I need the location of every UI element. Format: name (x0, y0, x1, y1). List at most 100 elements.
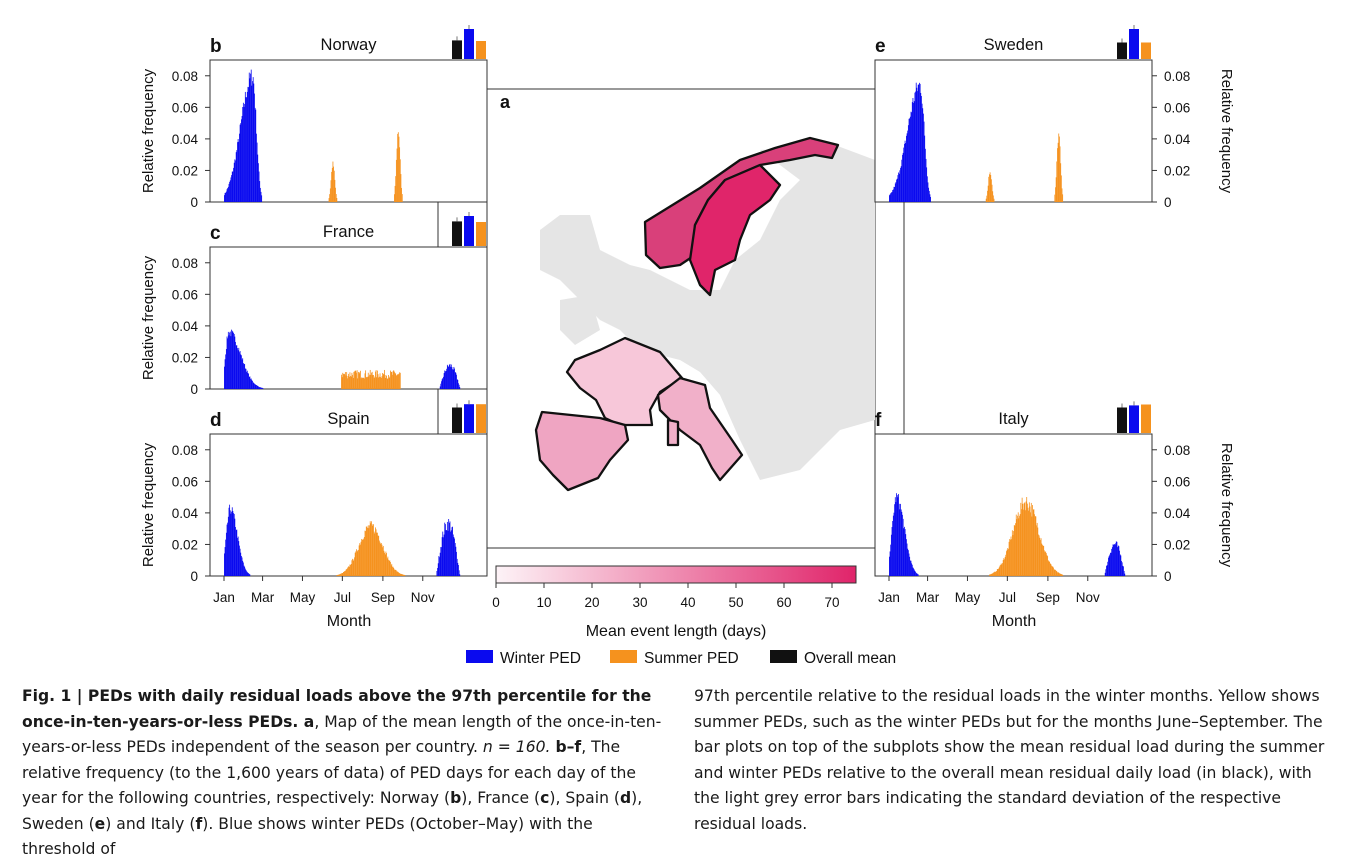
caption-text: ) and Italy ( (105, 814, 196, 833)
x-tick-label: Jan (878, 590, 900, 605)
histogram-bar (395, 375, 397, 389)
x-tick-label: Jul (334, 590, 351, 605)
histogram-bar (898, 173, 900, 202)
histogram-bar (895, 502, 897, 576)
histogram-bar (329, 188, 331, 202)
histogram-bar (892, 190, 894, 202)
histogram-bar (400, 573, 402, 576)
histogram-bar (383, 374, 385, 389)
histogram-bar (1045, 551, 1047, 576)
histogram-bar (347, 567, 349, 576)
histogram-bar (234, 336, 236, 389)
histogram-bar (246, 370, 248, 389)
histogram-bar (358, 373, 360, 389)
histogram-bar (354, 370, 356, 389)
histogram-bar (1005, 554, 1007, 576)
histogram-bar (258, 171, 260, 202)
histogram-bar (398, 373, 400, 389)
x-tick-label: Sep (1036, 590, 1060, 605)
histogram-bar (239, 133, 240, 202)
histogram-bar (1053, 569, 1055, 576)
histogram-bar (226, 189, 228, 202)
histogram-bar (384, 369, 385, 389)
histogram-bar (999, 565, 1001, 576)
histogram-bar (332, 161, 334, 202)
histogram-bar (338, 574, 340, 576)
histogram-bar (254, 383, 255, 389)
y-tick-label: 0.02 (172, 350, 198, 365)
colorbar-tick-label: 10 (536, 595, 551, 610)
caption-ref: e (94, 814, 106, 833)
histogram-bar (258, 386, 260, 389)
histogram-bar (893, 186, 895, 202)
histogram-bar (1001, 564, 1003, 576)
histogram-bar (1118, 546, 1120, 576)
histogram-bar (403, 574, 405, 576)
histogram-bar (388, 377, 390, 389)
figure: a 0 0.02 0.04 0.06 0.08 Relative frequency b No… (140, 25, 1235, 667)
histogram-bar (453, 366, 455, 389)
histogram-bar (360, 541, 362, 576)
histogram-bar (333, 166, 334, 202)
histogram-bar (915, 572, 917, 576)
histogram-bar (1035, 516, 1037, 576)
histogram-bar (439, 557, 440, 576)
histogram-bar (347, 375, 349, 389)
histogram-bar (386, 553, 387, 576)
histogram-bar (441, 381, 442, 389)
histogram-bar (915, 82, 917, 202)
histogram-bar (224, 553, 225, 576)
histogram-bar (451, 527, 453, 576)
histogram-bar (247, 372, 249, 389)
x-tick-label: Sep (371, 590, 395, 605)
histogram-bar (893, 512, 895, 576)
histogram-bar (926, 167, 928, 202)
histogram-bar (345, 569, 347, 576)
histogram-bar (441, 547, 442, 576)
colorbar-tick-label: 60 (776, 595, 791, 610)
histogram-bar (368, 528, 370, 576)
histogram-bar (444, 370, 446, 389)
histogram-bar (245, 368, 247, 389)
histogram-bar (906, 543, 908, 576)
y-tick-label: 0 (190, 382, 198, 397)
histogram-bar (375, 370, 377, 389)
y-tick-label: 0 (190, 569, 198, 584)
y-tick-label: 0.04 (1164, 506, 1191, 521)
histogram-bar (385, 551, 387, 576)
histogram-bar (1060, 574, 1062, 576)
histogram-bar (348, 376, 350, 389)
histogram-bar (900, 167, 901, 202)
histogram-bar (363, 378, 365, 389)
histogram-bar (346, 568, 348, 576)
histogram-bar (1048, 561, 1050, 576)
histogram-bar (246, 571, 248, 576)
histogram-bar (923, 121, 925, 202)
legend-label: Winter PED (500, 650, 581, 667)
histogram-bar (1057, 572, 1058, 576)
histogram-bar (1046, 555, 1048, 576)
histogram-bar (262, 388, 264, 389)
histogram-bar (1026, 497, 1028, 576)
histogram-bar (374, 533, 376, 576)
caption-ref: f (195, 814, 203, 833)
histogram-bar (241, 115, 243, 202)
histogram-bar (458, 570, 460, 576)
histogram-bar (924, 135, 926, 202)
x-tick-label: May (955, 590, 981, 605)
histogram-bar (454, 368, 455, 389)
histogram-bar (244, 363, 246, 389)
histogram-bar (1108, 556, 1110, 576)
histogram-bar (397, 374, 399, 389)
histogram-bar (1027, 507, 1029, 576)
histogram-bar (907, 125, 909, 202)
histogram-bar (227, 338, 229, 389)
histogram-bar (225, 191, 227, 202)
histogram-bar (451, 367, 453, 389)
histogram-bar (1049, 563, 1051, 576)
histogram-bar (336, 198, 338, 202)
histogram-bar (369, 521, 371, 576)
histogram-bar (224, 195, 225, 202)
histogram-bar (911, 112, 913, 202)
histogram-bar (1036, 525, 1037, 576)
